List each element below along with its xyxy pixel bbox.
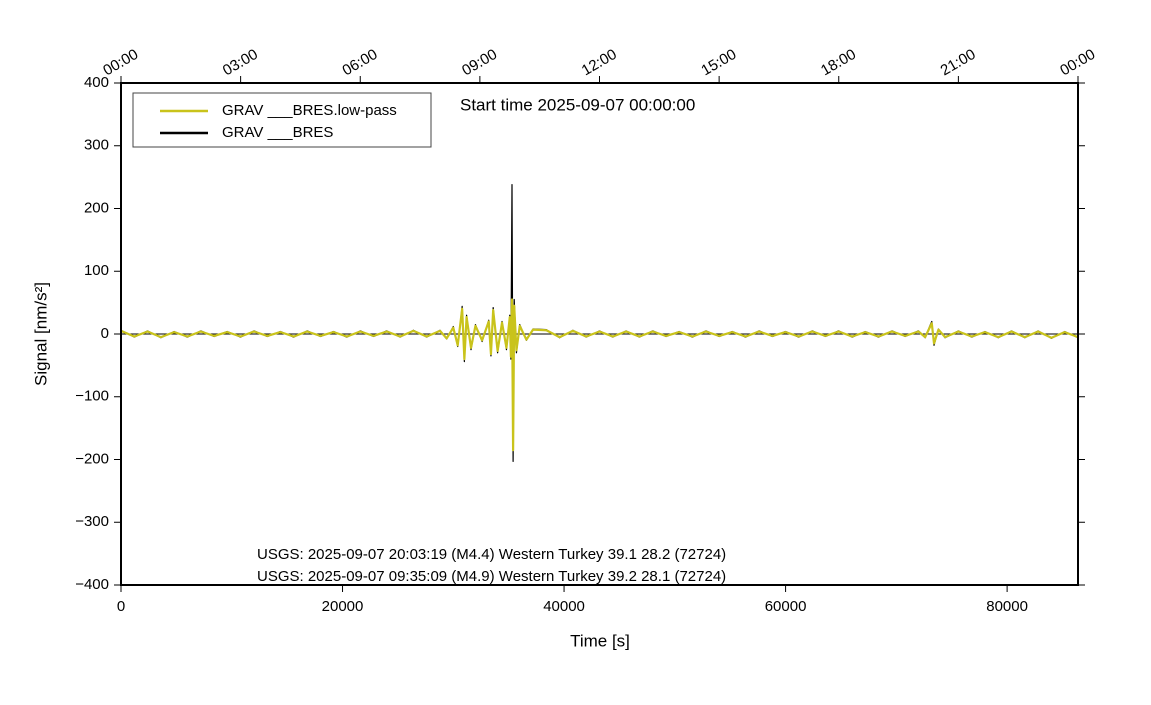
y-tick-label: −200 [75, 450, 109, 467]
x-axis-label: Time [s] [570, 631, 630, 650]
chart-title: Start time 2025-09-07 00:00:00 [460, 95, 695, 114]
x-tick-label: 0 [117, 598, 125, 615]
x-tick-label: 80000 [986, 598, 1028, 615]
y-tick-label: 0 [101, 325, 109, 342]
y-tick-label: −400 [75, 576, 109, 593]
x-tick-label: 60000 [765, 598, 807, 615]
y-tick-label: 400 [84, 74, 109, 91]
x-tick-label: 40000 [543, 598, 585, 615]
legend-label: GRAV ___BRES.low-pass [222, 102, 397, 119]
legend-label: GRAV ___BRES [222, 124, 333, 141]
x-tick-label: 20000 [322, 598, 364, 615]
y-tick-label: −100 [75, 388, 109, 405]
y-tick-label: 300 [84, 137, 109, 154]
y-tick-label: 200 [84, 199, 109, 216]
y-axis-label: Signal [nm/s²] [31, 282, 50, 386]
annotation: USGS: 2025-09-07 09:35:09 (M4.9) Western… [257, 568, 726, 585]
annotation: USGS: 2025-09-07 20:03:19 (M4.4) Western… [257, 546, 726, 563]
plot-area [120, 184, 1079, 462]
y-tick-label: −300 [75, 513, 109, 530]
y-tick-label: 100 [84, 262, 109, 279]
legend: GRAV ___BRES.low-pass GRAV ___BRES [132, 92, 432, 148]
signal-line [120, 298, 1079, 452]
legend-box [132, 92, 432, 148]
